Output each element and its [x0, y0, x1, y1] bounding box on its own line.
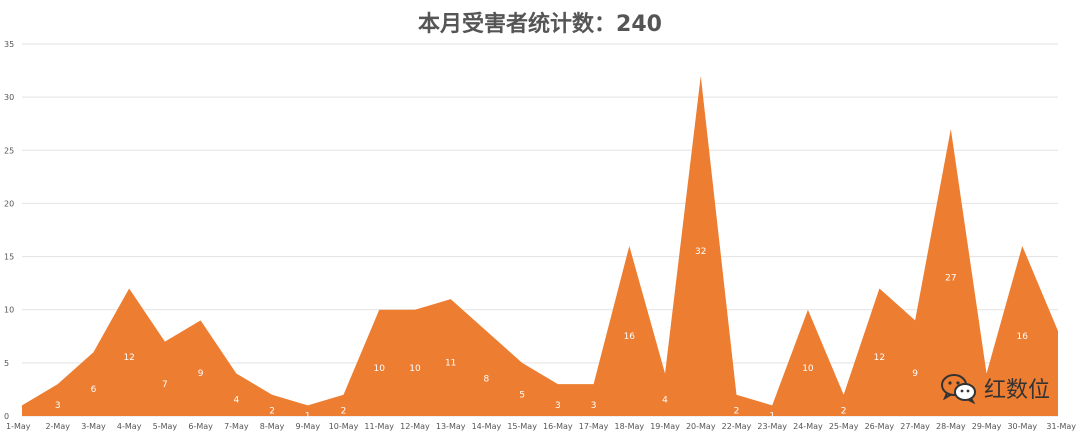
data-label: 27 [945, 274, 956, 284]
y-axis-ticks: 0 5 10 15 20 25 30 35 [4, 40, 14, 421]
watermark: 红数位 [940, 368, 1050, 408]
chart-title: 本月受害者统计数：240 [418, 12, 662, 37]
x-tick-label: 26-May [865, 422, 895, 431]
x-tick-label: 8-May [260, 422, 285, 431]
y-tick-label: 15 [4, 253, 14, 262]
data-label: 6 [91, 385, 97, 395]
x-tick-label: 14-May [472, 422, 502, 431]
x-tick-label: 1-May [6, 422, 31, 431]
data-label: 12 [874, 353, 885, 363]
x-tick-label: 28-May [936, 422, 966, 431]
data-label: 7 [162, 380, 168, 390]
x-tick-label: 19-May [650, 422, 680, 431]
x-tick-label: 25-May [829, 422, 859, 431]
data-label: 4 [233, 396, 239, 406]
data-label: 2 [269, 406, 275, 416]
area-series [22, 75, 1058, 416]
data-label: 1 [769, 412, 775, 422]
data-label: 2 [841, 406, 847, 416]
y-tick-label: 35 [4, 40, 14, 49]
data-label: 32 [695, 247, 706, 257]
x-tick-label: 2-May [45, 422, 70, 431]
x-tick-label: 20-May [686, 422, 716, 431]
data-label: 3 [55, 401, 61, 411]
x-tick-label: 9-May [296, 422, 321, 431]
x-tick-label: 13-May [436, 422, 466, 431]
x-tick-label: 31-May [1046, 422, 1076, 431]
data-label: 1 [305, 412, 311, 422]
data-label: 16 [624, 332, 636, 342]
data-label: 2 [341, 406, 347, 416]
x-axis-ticks: 1-May 2-May 3-May 4-May 5-May 6-May 7-May 8-May… [6, 422, 1076, 431]
x-tick-label: 17-May [579, 422, 609, 431]
x-tick-label: 30-May [1007, 422, 1037, 431]
y-tick-label: 25 [4, 146, 14, 155]
y-tick-label: 5 [4, 359, 9, 368]
data-label: 3 [555, 401, 561, 411]
data-label: 8 [484, 374, 490, 384]
data-label: 12 [123, 353, 134, 363]
data-label: 10 [802, 364, 814, 374]
x-tick-label: 4-May [117, 422, 142, 431]
x-tick-label: 3-May [81, 422, 106, 431]
data-label: 4 [662, 396, 668, 406]
watermark-text: 红数位 [983, 378, 1050, 403]
y-tick-label: 30 [4, 93, 14, 102]
x-tick-label: 7-May [224, 422, 249, 431]
data-label: 10 [374, 364, 386, 374]
wechat-icon [940, 374, 976, 404]
x-tick-label: 6-May [188, 422, 213, 431]
y-tick-label: 20 [4, 199, 14, 208]
x-tick-label: 12-May [400, 422, 430, 431]
y-tick-label: 0 [4, 412, 9, 421]
data-label: 9 [912, 369, 918, 379]
x-tick-label: 5-May [153, 422, 178, 431]
x-tick-label: 23-May [757, 422, 787, 431]
x-tick-label: 29-May [972, 422, 1002, 431]
x-tick-label: 18-May [615, 422, 645, 431]
x-tick-label: 15-May [507, 422, 537, 431]
y-tick-label: 10 [4, 306, 14, 315]
x-tick-label: 22-May [722, 422, 752, 431]
data-label: 11 [445, 359, 456, 369]
x-tick-label: 11-May [364, 422, 394, 431]
data-label: 16 [1017, 332, 1029, 342]
data-label: 2 [734, 406, 740, 416]
data-label: 3 [591, 401, 597, 411]
data-label: 10 [409, 364, 421, 374]
data-label: 5 [519, 390, 525, 400]
x-tick-label: 27-May [900, 422, 930, 431]
data-label: 9 [198, 369, 204, 379]
x-tick-label: 16-May [543, 422, 573, 431]
x-tick-label: 10-May [329, 422, 359, 431]
area-fill [22, 75, 1058, 416]
x-tick-label: 24-May [793, 422, 823, 431]
